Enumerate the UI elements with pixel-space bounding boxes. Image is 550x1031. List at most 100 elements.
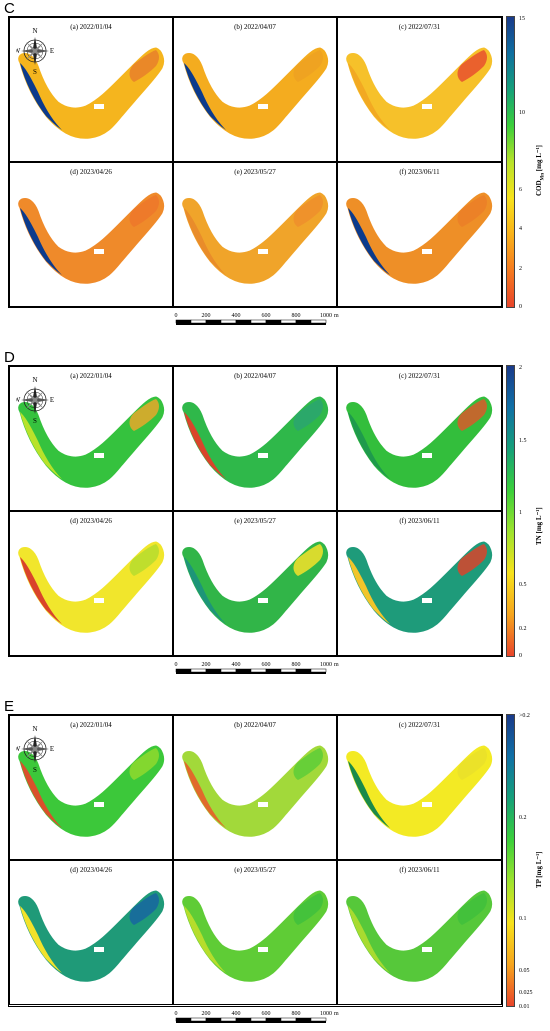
lake-surface bbox=[346, 890, 493, 982]
colorbar-label-d: TN [mg L⁻¹] bbox=[535, 507, 543, 545]
map-cell: (c) 2022/07/31 bbox=[337, 715, 502, 860]
map-cell: (f) 2023/06/11 bbox=[337, 511, 502, 656]
map-title: (c) 2022/07/31 bbox=[398, 372, 441, 380]
scale-tick: 800 bbox=[292, 313, 301, 319]
compass-rose-icon: N S E W bbox=[16, 725, 54, 774]
scalebar-e: 0 200 400 600 800 1000 m bbox=[175, 1011, 339, 1023]
lake-surface bbox=[182, 541, 329, 633]
lake-gap bbox=[94, 104, 104, 109]
lake-map bbox=[346, 396, 493, 488]
lake-surface bbox=[346, 745, 493, 837]
lake-map bbox=[182, 745, 329, 837]
lake-gap bbox=[94, 249, 104, 254]
lake-patch bbox=[293, 195, 323, 227]
lake-gap bbox=[258, 802, 268, 807]
map-title: (f) 2023/06/11 bbox=[399, 517, 440, 525]
lake-patch bbox=[457, 748, 487, 780]
lake-shore-band bbox=[348, 906, 390, 973]
colorbar-tick: 10 bbox=[519, 110, 525, 116]
lake-gap bbox=[258, 947, 268, 952]
scale-tick: 400 bbox=[232, 662, 241, 668]
lake-map bbox=[18, 890, 165, 982]
colorbar-tick: 0.025 bbox=[519, 990, 533, 996]
scale-tick: 600 bbox=[262, 1011, 271, 1017]
lake-patch bbox=[293, 893, 323, 925]
scalebar-d: 0 200 400 600 800 1000 m bbox=[175, 662, 339, 674]
map-cell: (e) 2023/05/27 bbox=[173, 511, 337, 656]
colorbar-tick: 0.2 bbox=[519, 815, 527, 821]
lake-patch bbox=[293, 748, 323, 780]
map-cell: (d) 2023/04/26 bbox=[9, 860, 173, 1005]
lake-patch bbox=[457, 544, 487, 576]
lake-map bbox=[346, 890, 493, 982]
lake-shore-band bbox=[20, 557, 62, 624]
compass-label: W bbox=[16, 745, 21, 753]
scale-tick: 200 bbox=[202, 662, 211, 668]
lake-gap bbox=[422, 802, 432, 807]
lake-shore-band bbox=[348, 208, 390, 275]
scale-tick: 400 bbox=[232, 1011, 241, 1017]
lake-map bbox=[18, 47, 165, 139]
scale-tick: 400 bbox=[232, 313, 241, 319]
lake-patch bbox=[293, 399, 323, 431]
panel-letter-e: E bbox=[4, 698, 15, 715]
lake-gap bbox=[258, 249, 268, 254]
lake-shore-band bbox=[20, 63, 62, 130]
lake-surface bbox=[182, 890, 329, 982]
lake-map bbox=[182, 396, 329, 488]
colorbar-e bbox=[506, 714, 515, 1007]
lake-shore-band bbox=[348, 63, 390, 130]
lake-shore-band bbox=[20, 761, 62, 828]
map-cell: (b) 2022/04/07 bbox=[173, 366, 337, 511]
lake-shore-band bbox=[184, 906, 226, 973]
colorbar-d bbox=[506, 365, 515, 657]
lake-patch bbox=[457, 195, 487, 227]
map-title: (d) 2023/04/26 bbox=[70, 168, 112, 176]
lake-patch bbox=[293, 50, 323, 82]
map-title: (d) 2023/04/26 bbox=[70, 517, 112, 525]
scale-tick: 800 bbox=[292, 1011, 301, 1017]
map-title: (e) 2023/05/27 bbox=[234, 168, 276, 176]
colorbar-tick: 2 bbox=[519, 365, 522, 371]
lake-patch bbox=[457, 893, 487, 925]
scale-tick: 200 bbox=[202, 313, 211, 319]
compass-label: E bbox=[50, 745, 54, 753]
lake-surface bbox=[182, 745, 329, 837]
map-title: (b) 2022/04/07 bbox=[234, 23, 276, 31]
lake-surface bbox=[18, 890, 165, 982]
lake-gap bbox=[94, 947, 104, 952]
colorbar-tick: >0.2 bbox=[519, 713, 530, 719]
compass-label: S bbox=[33, 766, 37, 774]
lake-map bbox=[346, 192, 493, 284]
map-grid-e: (a) 2022/01/04 N S E W (b) 2022/04/07 (c) 2022… bbox=[8, 714, 503, 1007]
lake-surface bbox=[346, 192, 493, 284]
lake-shore-band bbox=[348, 761, 390, 828]
lake-gap bbox=[422, 249, 432, 254]
map-cell: (d) 2023/04/26 bbox=[9, 162, 173, 307]
lake-surface bbox=[346, 396, 493, 488]
map-title: (f) 2023/06/11 bbox=[399, 168, 440, 176]
colorbar-tick: 0.5 bbox=[519, 582, 527, 588]
compass-label: N bbox=[32, 725, 37, 733]
lake-shore-band bbox=[184, 412, 226, 479]
scale-tick: 600 bbox=[262, 662, 271, 668]
lake-patch bbox=[457, 399, 487, 431]
lake-patch bbox=[457, 50, 487, 82]
lake-patch bbox=[129, 399, 159, 431]
map-cell: (f) 2023/06/11 bbox=[337, 162, 502, 307]
map-title: (b) 2022/04/07 bbox=[234, 721, 276, 729]
lake-shore-band bbox=[348, 557, 390, 624]
scale-tick: 600 bbox=[262, 313, 271, 319]
colorbar-tick: 0.05 bbox=[519, 968, 530, 974]
lake-gap bbox=[94, 598, 104, 603]
compass-rose-icon: N S E W bbox=[16, 27, 54, 76]
lake-gap bbox=[422, 598, 432, 603]
lake-surface bbox=[346, 47, 493, 139]
lake-patch bbox=[129, 195, 159, 227]
map-cell: (a) 2022/01/04 N S E W bbox=[9, 715, 173, 860]
lake-map bbox=[182, 47, 329, 139]
lake-shore-band bbox=[184, 761, 226, 828]
compass-label: S bbox=[33, 417, 37, 425]
colorbar-tick: 4 bbox=[519, 226, 522, 232]
map-cell: (b) 2022/04/07 bbox=[173, 17, 337, 162]
